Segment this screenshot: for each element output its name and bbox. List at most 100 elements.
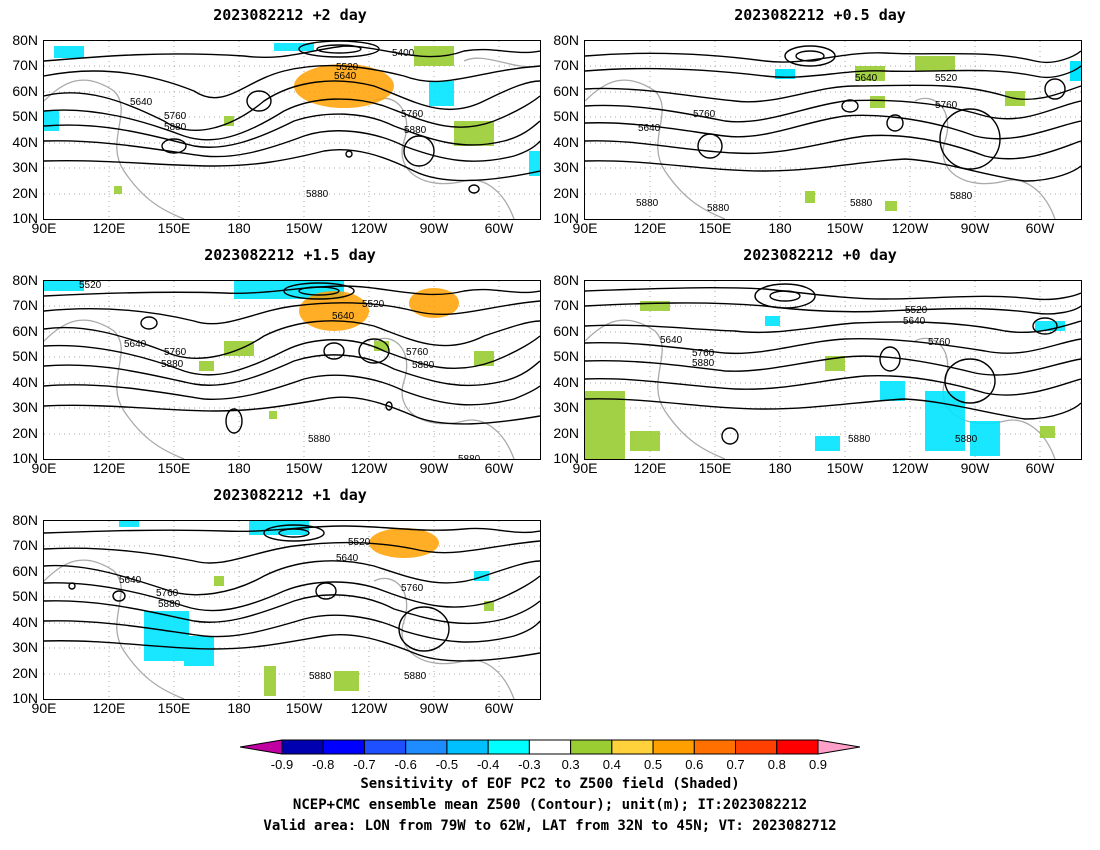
lat-label: 20N [553,425,579,441]
colorbar-cell [570,739,613,755]
lat-label: 70N [553,297,579,313]
lat-label: 40N [553,134,579,150]
contour-label: 5760 [156,588,179,599]
lat-label: 20N [12,665,38,681]
lat-label: 20N [12,185,38,201]
map-frame: 5640 5520 5760 5640 5760 5880 5880 5880 … [584,40,1082,220]
panel-title: 2023082212 +2 day [213,6,367,24]
lat-label: 10N [553,210,579,226]
lon-label: 150E [157,460,191,476]
lon-label: 150E [698,220,732,236]
panel-plus-1-5-day: 2023082212 +1.5 day [0,240,550,485]
colorbar-tick-label: -0.7 [353,757,376,772]
lat-label: 30N [12,159,38,175]
colorbar-cell [528,739,572,755]
lat-label: 30N [553,159,579,175]
panel-title: 2023082212 +0 day [743,246,897,264]
lat-label: 80N [553,32,579,48]
lon-label: 150W [285,700,323,716]
contour-label: 5880 [692,358,715,369]
contour-label: 5520 [362,299,385,310]
colorbar-tick-label: -0.3 [518,757,541,772]
lon-label: 180 [768,220,792,236]
contour-label: 5880 [850,198,873,209]
lat-label: 60N [553,83,579,99]
colorbar-cell [281,739,324,755]
colorbar-low-triangle [240,739,283,755]
contour-label: 5520 [348,537,371,548]
contour-label: 5640 [119,575,142,586]
lat-label: 60N [553,323,579,339]
lat-label: 50N [12,348,38,364]
colorbar-tick-label: -0.9 [270,757,294,772]
lon-label: 90E [31,220,57,236]
lon-label: 180 [227,220,251,236]
colorbar-cell [693,739,737,755]
contour-label: 5640 [660,335,683,346]
contour-label: 5640 [124,339,147,350]
contour-label: 5760 [693,109,716,120]
contour-label: 5640 [130,97,153,108]
lat-label: 50N [12,588,38,604]
lon-label: 90W [419,460,449,476]
contour-label: 5880 [306,189,329,200]
colorbar-cell [363,739,407,755]
lon-label: 120E [92,220,126,236]
lon-label: 150W [826,220,864,236]
colorbar-cell [652,739,695,755]
map-frame: 5520 5640 5640 5760 5760 5880 5880 5880 [43,520,541,700]
lon-label: 60W [484,700,514,716]
lon-label: 90W [419,700,449,716]
colorbar-tick-label: 0.8 [767,757,786,772]
lon-label: 120E [633,460,667,476]
lat-label: 60N [12,83,38,99]
contour-label: 5760 [935,100,958,111]
lat-label: 60N [12,563,38,579]
lat-label: 40N [12,614,38,630]
lat-label: 70N [553,57,579,73]
colorbar-cell [446,739,489,755]
colorbar-cell [735,739,778,755]
lat-label: 30N [553,399,579,415]
lon-label: 150W [285,460,323,476]
colorbar-cell [487,739,530,755]
colorbar-cell [776,739,819,755]
lon-label: 60W [484,460,514,476]
lat-label: 10N [12,450,38,466]
contour-label: 5760 [928,337,951,348]
lon-label: 180 [768,460,792,476]
lat-label: 80N [553,272,579,288]
lat-label: 70N [12,57,38,73]
lon-label: 150W [285,220,323,236]
contour-label: 5880 [458,454,481,459]
map-contours: 5520 5640 5640 5760 5760 5880 5880 5880 [585,281,1081,459]
colorbar-cells [281,739,819,755]
contour-label: 5520 [336,62,359,73]
lon-label: 150W [826,460,864,476]
colorbar-cell [405,739,448,755]
colorbar-cell [611,739,654,755]
lat-label: 70N [12,297,38,313]
lat-label: 40N [553,374,579,390]
lat-label: 20N [12,425,38,441]
map-contours: 5640 5520 5760 5640 5760 5880 5880 5880 … [585,41,1081,219]
lat-label: 10N [12,210,38,226]
colorbar-tick-label: -0.8 [312,757,335,772]
contour-label: 5760 [406,347,429,358]
panel-title: 2023082212 +1.5 day [204,246,376,264]
lon-label: 120W [350,460,388,476]
colorbar-tick-label: 0.4 [602,757,621,772]
lon-label: 90E [31,460,57,476]
panel-plus-2-day: 2023082212 +2 day [0,0,550,245]
lon-label: 120W [891,220,929,236]
contour-label: 5640 [638,123,661,134]
contour-label: 5520 [79,281,102,291]
contour-label: 5880 [950,191,973,202]
colorbar-tick-label: -0.6 [394,757,417,772]
lat-label: 30N [12,399,38,415]
lat-label: 50N [553,108,579,124]
contour-label: 5880 [412,360,435,371]
map-contours: 5520 5520 5640 5640 5760 5880 5760 5880 … [44,281,540,459]
lon-label: 90E [572,220,598,236]
contour-label: 5640 [336,553,359,564]
